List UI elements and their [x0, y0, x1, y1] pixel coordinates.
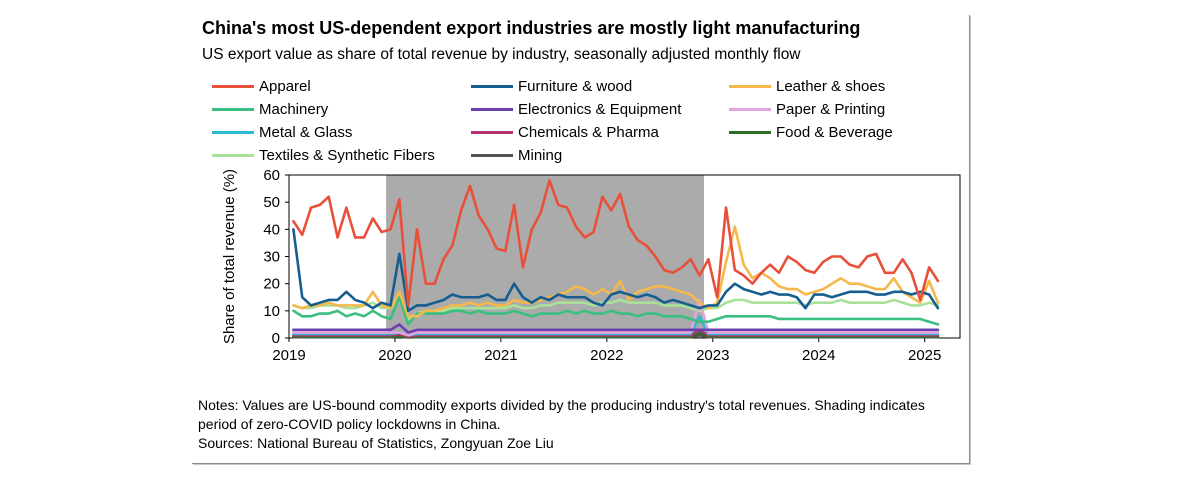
x-tick-label: 2022 [590, 347, 623, 364]
series-line [292, 323, 940, 334]
sources-line: Sources: National Bureau of Statistics, … [198, 435, 554, 451]
legend-label: Machinery [259, 100, 329, 118]
legend-swatch [212, 130, 254, 134]
legend-label: Chemicals & Pharma [518, 123, 659, 141]
legend-item: Mining [471, 144, 562, 166]
y-tick-label: 30 [263, 249, 280, 266]
chart-notes: Notes: Values are US-bound commodity exp… [198, 396, 966, 453]
legend-item: Electronics & Equipment [471, 98, 681, 120]
legend-label: Electronics & Equipment [518, 100, 682, 118]
y-tick-label: 10 [263, 303, 280, 320]
x-tick-label: 2024 [802, 347, 835, 364]
y-tick-label: 50 [263, 194, 280, 211]
legend-item: Food & Beverage [729, 121, 893, 143]
legend-label: Furniture & wood [518, 77, 633, 95]
legend-swatch [729, 84, 771, 88]
legend-item: Textiles & Synthetic Fibers [212, 144, 435, 166]
legend-item: Metal & Glass [212, 121, 352, 143]
chart-subtitle: US export value as share of total revenu… [202, 46, 801, 63]
legend-swatch [212, 84, 254, 88]
legend-label: Food & Beverage [776, 123, 893, 141]
legend-swatch [729, 107, 771, 111]
legend-label: Apparel [259, 77, 311, 95]
series-line [292, 228, 940, 313]
series-line [292, 295, 940, 326]
y-axis-label: Share of total revenue (%) [221, 169, 238, 344]
series-line [292, 179, 940, 307]
legend-item: Machinery [212, 98, 328, 120]
x-tick-label: 2021 [484, 347, 517, 364]
series-line [292, 331, 940, 339]
legend-swatch [471, 130, 513, 134]
y-tick-label: 40 [263, 221, 280, 238]
chart-card: China's most US-dependent export industr… [192, 15, 970, 464]
y-tick-label: 20 [263, 276, 280, 293]
series-line [292, 328, 940, 338]
chart-legend: Apparel Furniture & wood Leather & shoes Ma… [212, 75, 962, 167]
line-chart: 0 10 20 30 40 50 60 2019 2020 2021 2022 2023 2024 202… [221, 167, 961, 364]
x-tick-label: 2023 [696, 347, 729, 364]
legend-swatch [729, 130, 771, 134]
legend-item: Chemicals & Pharma [471, 121, 659, 143]
legend-item: Leather & shoes [729, 75, 885, 97]
legend-swatch [471, 84, 513, 88]
legend-swatch [212, 107, 254, 111]
legend-label: Textiles & Synthetic Fibers [259, 146, 435, 164]
y-tick-label: 0 [272, 330, 280, 347]
legend-item: Apparel [212, 75, 311, 97]
notes-line-1: Notes: Values are US-bound commodity exp… [198, 397, 925, 413]
legend-label: Paper & Printing [776, 100, 886, 118]
x-tick-label: 2020 [378, 347, 411, 364]
legend-label: Mining [518, 146, 563, 164]
x-tick-label: 2019 [272, 347, 305, 364]
series-line [292, 225, 940, 318]
legend-label: Metal & Glass [259, 123, 353, 141]
legend-item: Furniture & wood [471, 75, 632, 97]
x-tick-label: 2025 [908, 347, 941, 364]
legend-swatch [471, 107, 513, 111]
series-line [292, 298, 940, 337]
chart-title: China's most US-dependent export industr… [202, 18, 861, 38]
legend-item: Paper & Printing [729, 98, 885, 120]
legend-swatch [471, 153, 513, 157]
legend-swatch [212, 153, 254, 157]
notes-line-2: period of zero-COVID policy lockdowns in… [198, 416, 501, 432]
y-tick-label: 60 [263, 167, 280, 184]
legend-label: Leather & shoes [776, 77, 886, 95]
